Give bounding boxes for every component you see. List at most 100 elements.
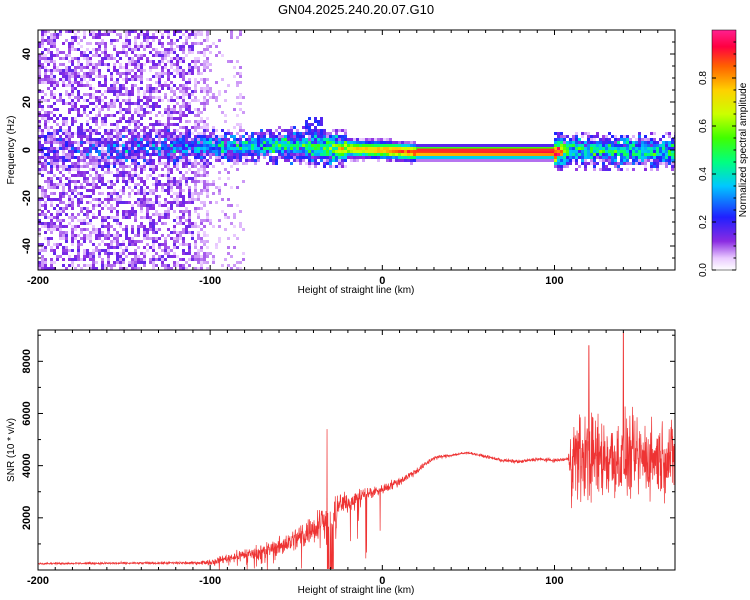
heatmap-cell: [122, 93, 125, 96]
heatmap-cell: [104, 78, 107, 81]
heatmap-cell: [131, 78, 134, 81]
heatmap-cell: [290, 162, 293, 165]
heatmap-cell: [161, 84, 164, 87]
x-tick-label: -200: [27, 275, 49, 287]
heatmap-cell: [164, 123, 167, 126]
heatmap-cell: [176, 144, 179, 147]
heatmap-cell: [188, 213, 191, 216]
heatmap-cell: [56, 213, 59, 216]
heatmap-cell: [86, 249, 89, 252]
heatmap-cell: [131, 147, 134, 150]
heatmap-cell: [161, 243, 164, 246]
heatmap-cell: [596, 150, 599, 153]
heatmap-cell: [47, 147, 50, 150]
heatmap-cell: [116, 51, 119, 54]
heatmap-cell: [170, 90, 173, 93]
heatmap-cell: [398, 159, 401, 162]
heatmap-cell: [149, 60, 152, 63]
heatmap-cell: [230, 222, 233, 225]
heatmap-cell: [134, 108, 137, 111]
heatmap-cell: [242, 129, 245, 132]
heatmap-cell: [104, 30, 107, 33]
heatmap-cell: [203, 81, 206, 84]
heatmap-cell: [611, 147, 614, 150]
heatmap-cell: [80, 156, 83, 159]
heatmap-cell: [104, 42, 107, 45]
heatmap-cell: [155, 66, 158, 69]
heatmap-cell: [50, 117, 53, 120]
heatmap-cell: [68, 54, 71, 57]
heatmap-cell: [110, 123, 113, 126]
heatmap-cell: [38, 147, 41, 150]
heatmap-cell: [140, 240, 143, 243]
heatmap-cell: [152, 183, 155, 186]
heatmap-cell: [434, 159, 437, 162]
heatmap-cell: [578, 153, 581, 156]
heatmap-cell: [194, 246, 197, 249]
heatmap-cell: [524, 144, 527, 147]
heatmap-cell: [89, 135, 92, 138]
colorbar-ticks: 0.00.20.40.60.8: [698, 41, 736, 277]
heatmap-cell: [239, 126, 242, 129]
heatmap-cell: [104, 33, 107, 36]
heatmap-cell: [515, 159, 518, 162]
heatmap-cell: [173, 42, 176, 45]
heatmap-cell: [77, 255, 80, 258]
heatmap-cell: [77, 93, 80, 96]
heatmap-cell: [296, 135, 299, 138]
heatmap-cell: [161, 54, 164, 57]
heatmap-cell: [140, 201, 143, 204]
heatmap-cell: [116, 78, 119, 81]
heatmap-cell: [113, 159, 116, 162]
heatmap-cell: [428, 144, 431, 147]
heatmap-cell: [650, 153, 653, 156]
heatmap-cell: [149, 228, 152, 231]
heatmap-cell: [203, 60, 206, 63]
heatmap-cell: [65, 168, 68, 171]
heatmap-cell: [104, 234, 107, 237]
heatmap-cell: [149, 93, 152, 96]
heatmap-cell: [179, 264, 182, 267]
heatmap-cell: [650, 138, 653, 141]
heatmap-cell: [575, 156, 578, 159]
heatmap-cell: [164, 189, 167, 192]
heatmap-cell: [656, 156, 659, 159]
heatmap-cell: [50, 84, 53, 87]
heatmap-cell: [50, 147, 53, 150]
heatmap-cell: [41, 195, 44, 198]
heatmap-cell: [98, 177, 101, 180]
heatmap-cell: [149, 84, 152, 87]
heatmap-cell: [548, 144, 551, 147]
heatmap-cell: [149, 144, 152, 147]
heatmap-cell: [89, 234, 92, 237]
heatmap-cell: [635, 138, 638, 141]
heatmap-cell: [671, 159, 674, 162]
heatmap-cell: [80, 138, 83, 141]
heatmap-cell: [41, 246, 44, 249]
heatmap-cell: [233, 246, 236, 249]
heatmap-cell: [242, 228, 245, 231]
heatmap-cell: [149, 198, 152, 201]
heatmap-cell: [122, 168, 125, 171]
heatmap-cell: [152, 201, 155, 204]
heatmap-cell: [200, 159, 203, 162]
heatmap-cell: [206, 252, 209, 255]
heatmap-cell: [539, 144, 542, 147]
heatmap-cell: [125, 213, 128, 216]
heatmap-cell: [281, 150, 284, 153]
heatmap-cell: [335, 132, 338, 135]
heatmap-cell: [161, 168, 164, 171]
heatmap-cell: [167, 111, 170, 114]
heatmap-cell: [65, 207, 68, 210]
heatmap-cell: [41, 204, 44, 207]
heatmap-cell: [71, 189, 74, 192]
heatmap-cell: [155, 132, 158, 135]
heatmap-cell: [95, 48, 98, 51]
heatmap-cell: [137, 177, 140, 180]
heatmap-cell: [182, 84, 185, 87]
heatmap-cell: [71, 48, 74, 51]
heatmap-cell: [92, 228, 95, 231]
heatmap-cell: [647, 159, 650, 162]
heatmap-cell: [185, 87, 188, 90]
heatmap-cell: [176, 102, 179, 105]
